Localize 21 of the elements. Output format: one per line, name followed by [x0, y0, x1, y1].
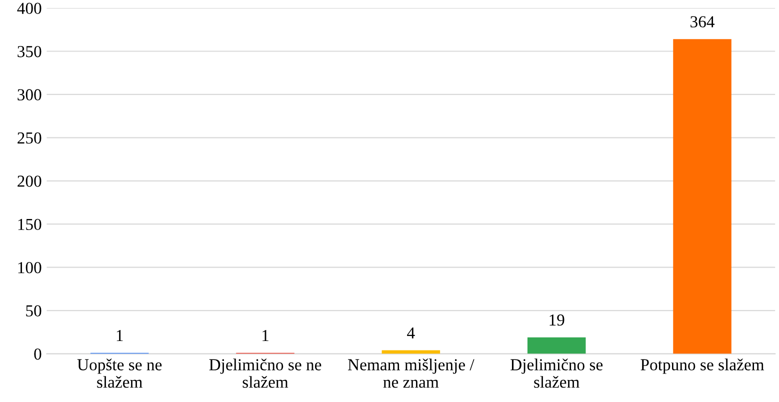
data-label: 4 [407, 327, 415, 338]
y-tick-label: 250 [18, 132, 42, 144]
y-tick-label: 0 [34, 348, 42, 360]
x-tick-label: Uopšte se ne slažem [77, 358, 162, 388]
y-tick-label: 50 [26, 305, 42, 316]
x-tick-label: Potpuno se slažem [640, 358, 764, 374]
y-tick-label: 100 [18, 262, 42, 274]
y-tick-label: 150 [18, 218, 42, 230]
x-tick-label: Djelimično se slažem [510, 358, 603, 388]
y-tick-label: 200 [18, 176, 42, 187]
bar [527, 337, 586, 354]
data-label: 1 [262, 330, 268, 342]
data-label: 364 [690, 16, 715, 28]
bar [673, 39, 732, 354]
data-label: 1 [116, 330, 123, 342]
data-label: 19 [550, 314, 564, 326]
x-tick-label: Djelimično se ne slažem [209, 358, 322, 388]
y-tick-label: 300 [18, 89, 42, 100]
x-tick-label: Nemam mišljenje / ne znam [348, 358, 474, 388]
y-tick-label: 350 [18, 46, 42, 58]
y-tick-label: 400 [17, 2, 42, 14]
